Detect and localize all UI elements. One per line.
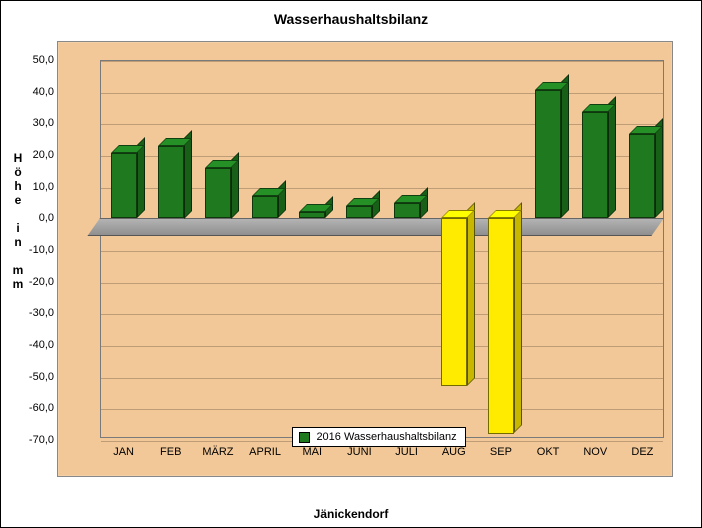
bar bbox=[205, 168, 231, 219]
y-tick-label: -30,0 bbox=[20, 307, 54, 319]
bar bbox=[111, 153, 137, 218]
bar bbox=[441, 218, 467, 386]
y-tick-label: -10,0 bbox=[20, 244, 54, 256]
bar bbox=[394, 203, 420, 219]
x-tick-label: SEP bbox=[490, 446, 512, 458]
x-tick-label: APRIL bbox=[249, 446, 281, 458]
y-tick-label: -60,0 bbox=[20, 402, 54, 414]
y-tick-label: 30,0 bbox=[20, 117, 54, 129]
x-tick-label: FEB bbox=[160, 446, 181, 458]
y-tick-label: -40,0 bbox=[20, 339, 54, 351]
bar bbox=[582, 112, 608, 218]
x-axis-labels: JAN FEB MÄRZ APRIL MAI JUNI JULI AUG SEP OKT NOV DE… bbox=[100, 446, 664, 466]
x-tick-label: MÄRZ bbox=[202, 446, 233, 458]
y-tick-label: -20,0 bbox=[20, 276, 54, 288]
bar bbox=[252, 196, 278, 218]
bar bbox=[535, 90, 561, 218]
chart-title: Wasserhaushaltsbilanz bbox=[1, 11, 701, 27]
legend-swatch bbox=[299, 432, 310, 443]
legend-label: 2016 Wasserhaushaltsbilanz bbox=[316, 431, 456, 443]
x-tick-label: MAI bbox=[302, 446, 322, 458]
bar bbox=[346, 206, 372, 219]
x-axis-title: Jänickendorf bbox=[1, 507, 701, 521]
y-tick-label: -50,0 bbox=[20, 371, 54, 383]
bar bbox=[629, 134, 655, 218]
y-tick-label: -70,0 bbox=[20, 434, 54, 446]
plot-area: JAN FEB MÄRZ APRIL MAI JUNI JULI AUG SEP OKT NOV DE… bbox=[57, 41, 673, 477]
x-tick-label: NOV bbox=[583, 446, 607, 458]
x-tick-label: JAN bbox=[113, 446, 134, 458]
x-tick-label: AUG bbox=[442, 446, 466, 458]
bar bbox=[158, 146, 184, 219]
bar bbox=[488, 218, 514, 433]
legend-box: 2016 Wasserhaushaltsbilanz bbox=[292, 427, 465, 447]
x-tick-label: OKT bbox=[537, 446, 560, 458]
x-tick-label: JULI bbox=[395, 446, 418, 458]
bar bbox=[299, 212, 325, 218]
y-tick-label: 50,0 bbox=[20, 54, 54, 66]
y-tick-label: 0,0 bbox=[20, 212, 54, 224]
y-tick-label: 20,0 bbox=[20, 149, 54, 161]
y-tick-label: 40,0 bbox=[20, 86, 54, 98]
y-tick-label: 10,0 bbox=[20, 181, 54, 193]
chart-frame: Wasserhaushaltsbilanz Höhe in mm JANFEBM… bbox=[0, 0, 702, 528]
x-tick-label: DEZ bbox=[631, 446, 653, 458]
bars-layer bbox=[100, 60, 664, 438]
x-tick-label: JUNI bbox=[347, 446, 371, 458]
